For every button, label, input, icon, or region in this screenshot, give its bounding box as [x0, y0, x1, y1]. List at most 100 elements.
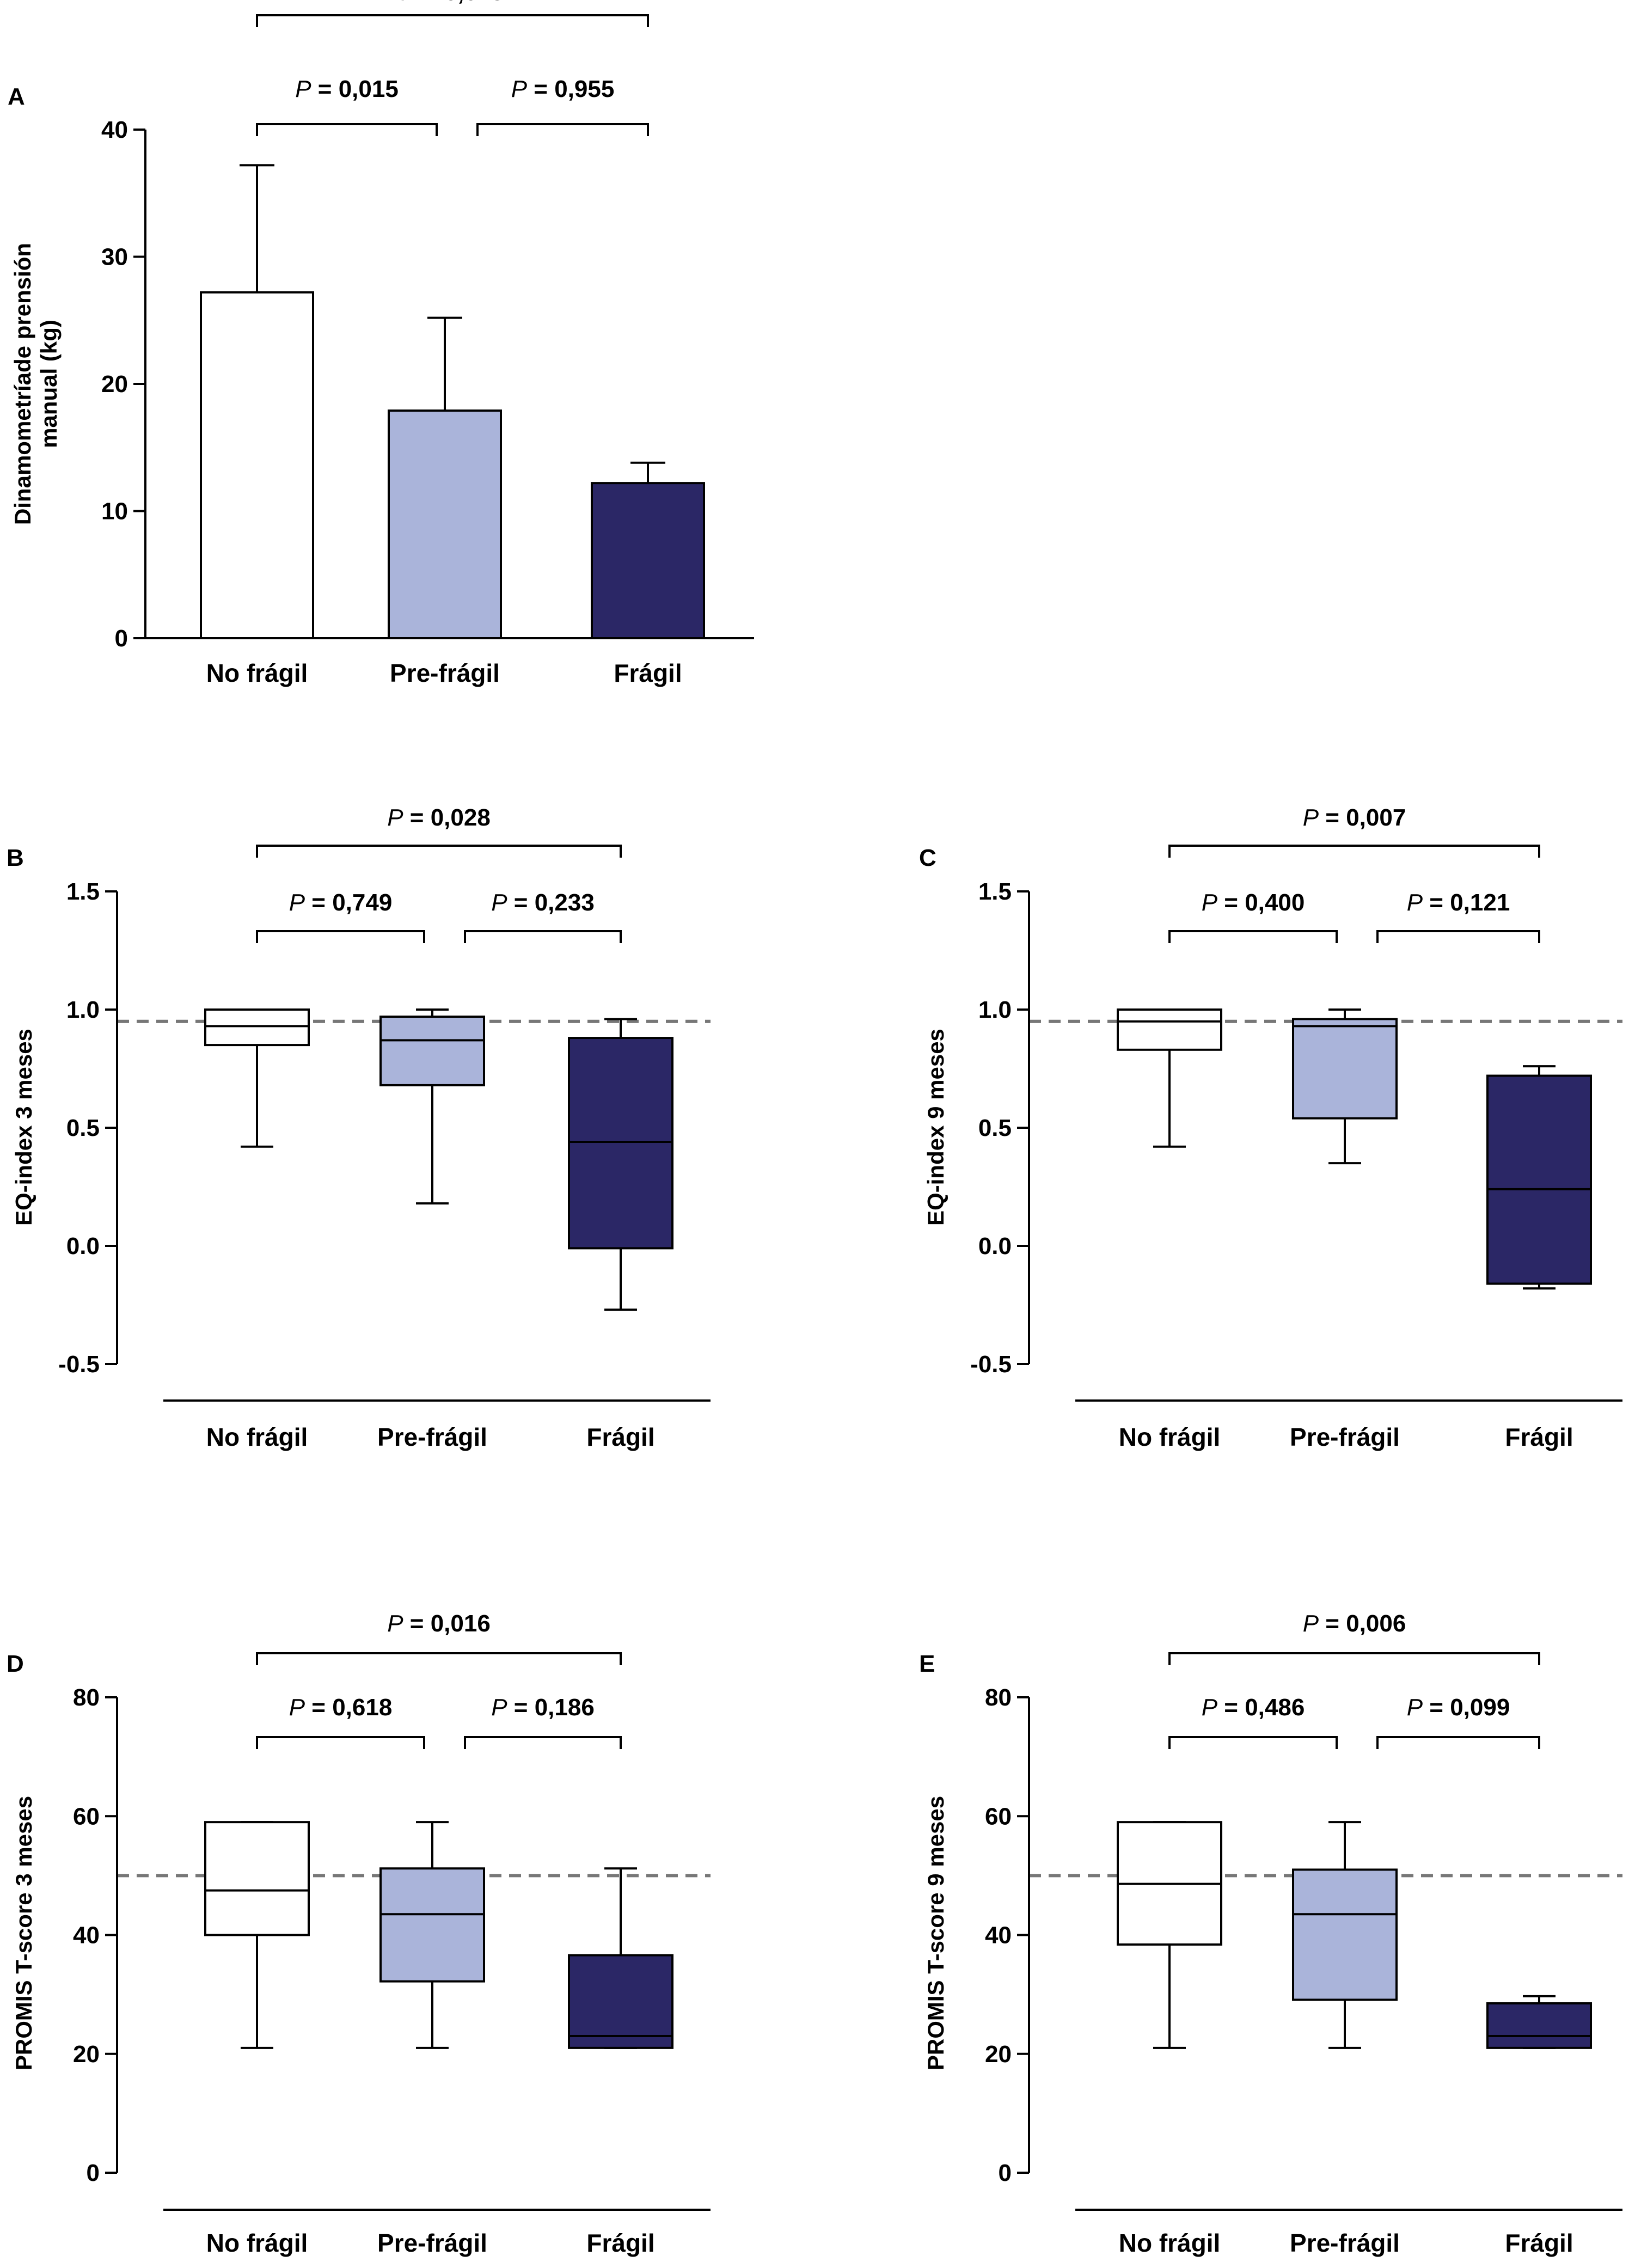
pvalue-value-C-2: = 0,121 — [1423, 889, 1510, 916]
pvalue-value-D-0: = 0,016 — [403, 1610, 491, 1637]
pvalue-label-C-2: P = 0,121 — [1407, 889, 1510, 916]
pvalue-prefix-B-0: P — [387, 804, 403, 831]
pvalue-label-A-2: P = 0,955 — [511, 76, 615, 102]
pvalue-prefix-E-0: P — [1303, 1610, 1319, 1637]
category-label-A-2: Frágil — [614, 659, 682, 687]
pvalue-label-B-1: P = 0,749 — [289, 889, 393, 916]
panel-C: -0.5 0.0 0.5 1.0 1.5 C EQ-index 9 meses No frág… — [919, 804, 1622, 1451]
y-tick-label-C-4: 1.5 — [978, 878, 1012, 905]
box-D-1 — [379, 1867, 485, 1983]
bar-A-0 — [200, 291, 314, 639]
panel-A: 0 10 20 30 40 A Dinamometríade prensión manual … — [8, 0, 754, 687]
pvalue-value-E-1: = 0,486 — [1217, 1694, 1305, 1721]
category-label-A-1: Pre-frágil — [390, 659, 500, 687]
pvalue-prefix-D-0: P — [387, 1610, 403, 1637]
y-axis-label-E-0: PROMIS T-score 9 meses — [923, 1796, 948, 2070]
panel-letter-A: A — [8, 83, 25, 110]
box-B-1 — [379, 1016, 485, 1086]
pvalue-bracket-B-2 — [464, 930, 622, 943]
pvalue-bracket-C-2 — [1376, 930, 1540, 943]
box-D-0 — [204, 1821, 310, 1936]
pvalue-prefix-A-2: P — [511, 76, 528, 102]
pvalue-bracket-D-2 — [464, 1736, 622, 1749]
category-label-B-0: No frágil — [206, 1423, 308, 1451]
pvalue-prefix-E-2: P — [1407, 1694, 1423, 1721]
y-tick-label-E-4: 80 — [985, 1684, 1012, 1711]
box-C-2 — [1486, 1074, 1592, 1285]
pvalue-value-E-0: = 0,006 — [1319, 1610, 1406, 1637]
y-tick-label-E-1: 20 — [985, 2041, 1012, 2068]
pvalue-prefix-B-1: P — [289, 889, 305, 916]
y-tick-label-B-2: 0.5 — [66, 1115, 100, 1141]
pvalue-prefix-C-1: P — [1202, 889, 1218, 916]
panel-letter-D: D — [7, 1650, 24, 1677]
y-axis-label-D-0: PROMIS T-score 3 meses — [11, 1796, 36, 2070]
pvalue-value-C-0: = 0,007 — [1319, 804, 1406, 831]
y-tick-label-E-3: 60 — [985, 1803, 1012, 1830]
pvalue-label-B-0: P = 0,028 — [387, 804, 491, 831]
pvalue-label-C-0: P = 0,007 — [1303, 804, 1406, 831]
pvalue-label-D-2: P = 0,186 — [491, 1694, 595, 1721]
pvalue-value-B-2: = 0,233 — [507, 889, 595, 916]
y-tick-label-B-4: 1.5 — [66, 878, 100, 905]
pvalue-bracket-D-0 — [256, 1652, 622, 1665]
pvalue-label-E-2: P = 0,099 — [1407, 1694, 1510, 1721]
y-tick-label-E-0: 0 — [999, 2160, 1012, 2186]
category-label-A-0: No frágil — [206, 659, 308, 687]
pvalue-value-B-0: = 0,028 — [403, 804, 491, 831]
panel-B: -0.5 0.0 0.5 1.0 1.5 B EQ-index 3 meses No frág… — [7, 804, 711, 1451]
pvalue-bracket-C-0 — [1168, 845, 1540, 858]
y-tick-label-A-0: 0 — [115, 625, 128, 652]
pvalue-label-E-1: P = 0,486 — [1202, 1694, 1305, 1721]
pvalue-value-A-2: = 0,955 — [527, 76, 614, 102]
category-label-B-2: Frágil — [586, 1423, 654, 1451]
category-label-E-0: No frágil — [1119, 2229, 1221, 2257]
pvalue-bracket-B-0 — [256, 845, 622, 858]
bar-A-1 — [388, 409, 502, 639]
pvalue-prefix-E-1: P — [1202, 1694, 1218, 1721]
box-D-2 — [568, 1954, 673, 2049]
category-label-D-2: Frágil — [586, 2229, 654, 2257]
panel-E: 0 20 40 60 80 E PROMIS T-score 9 meses No frági… — [919, 1610, 1622, 2257]
category-label-C-0: No frágil — [1119, 1423, 1221, 1451]
pvalue-bracket-E-1 — [1168, 1736, 1338, 1749]
pvalue-bracket-E-2 — [1376, 1736, 1540, 1749]
pvalue-bracket-B-1 — [256, 930, 425, 943]
pvalue-prefix-C-0: P — [1303, 804, 1319, 831]
y-tick-label-C-3: 1.0 — [978, 997, 1012, 1023]
pvalue-value-B-1: = 0,749 — [305, 889, 392, 916]
category-label-D-1: Pre-frágil — [377, 2229, 487, 2257]
pvalue-label-D-0: P = 0,016 — [387, 1610, 491, 1637]
y-tick-label-D-1: 20 — [73, 2041, 100, 2068]
y-axis-label-B-0: EQ-index 3 meses — [11, 1029, 36, 1226]
pvalue-prefix-C-2: P — [1407, 889, 1423, 916]
pvalue-value-A-0: = 0,028 — [417, 0, 504, 5]
pvalue-bracket-E-0 — [1168, 1652, 1540, 1665]
category-label-D-0: No frágil — [206, 2229, 308, 2257]
box-B-2 — [568, 1037, 673, 1250]
pvalue-prefix-A-1: P — [295, 76, 311, 102]
y-tick-label-C-0: -0.5 — [970, 1351, 1012, 1378]
pvalue-label-C-1: P = 0,400 — [1202, 889, 1305, 916]
pvalue-label-A-1: P = 0,015 — [295, 76, 399, 102]
pvalue-value-D-2: = 0,186 — [507, 1694, 595, 1721]
pvalue-label-B-2: P = 0,233 — [491, 889, 595, 916]
pvalue-prefix-B-2: P — [491, 889, 507, 916]
category-label-E-2: Frágil — [1505, 2229, 1573, 2257]
y-tick-label-A-4: 40 — [101, 117, 128, 143]
y-tick-label-C-1: 0.0 — [978, 1233, 1012, 1260]
pvalue-bracket-A-0 — [256, 14, 649, 27]
panel-letter-E: E — [919, 1650, 935, 1677]
y-tick-label-B-3: 1.0 — [66, 997, 100, 1023]
box-C-0 — [1117, 1008, 1222, 1051]
pvalue-bracket-D-1 — [256, 1736, 425, 1749]
y-tick-label-D-3: 60 — [73, 1803, 100, 1830]
panel-letter-B: B — [7, 845, 24, 871]
y-tick-label-D-0: 0 — [87, 2160, 100, 2186]
box-E-2 — [1486, 2002, 1592, 2049]
y-tick-label-B-0: -0.5 — [58, 1351, 100, 1378]
y-tick-label-C-2: 0.5 — [978, 1115, 1012, 1141]
y-axis-label-C-0: EQ-index 9 meses — [923, 1029, 948, 1226]
